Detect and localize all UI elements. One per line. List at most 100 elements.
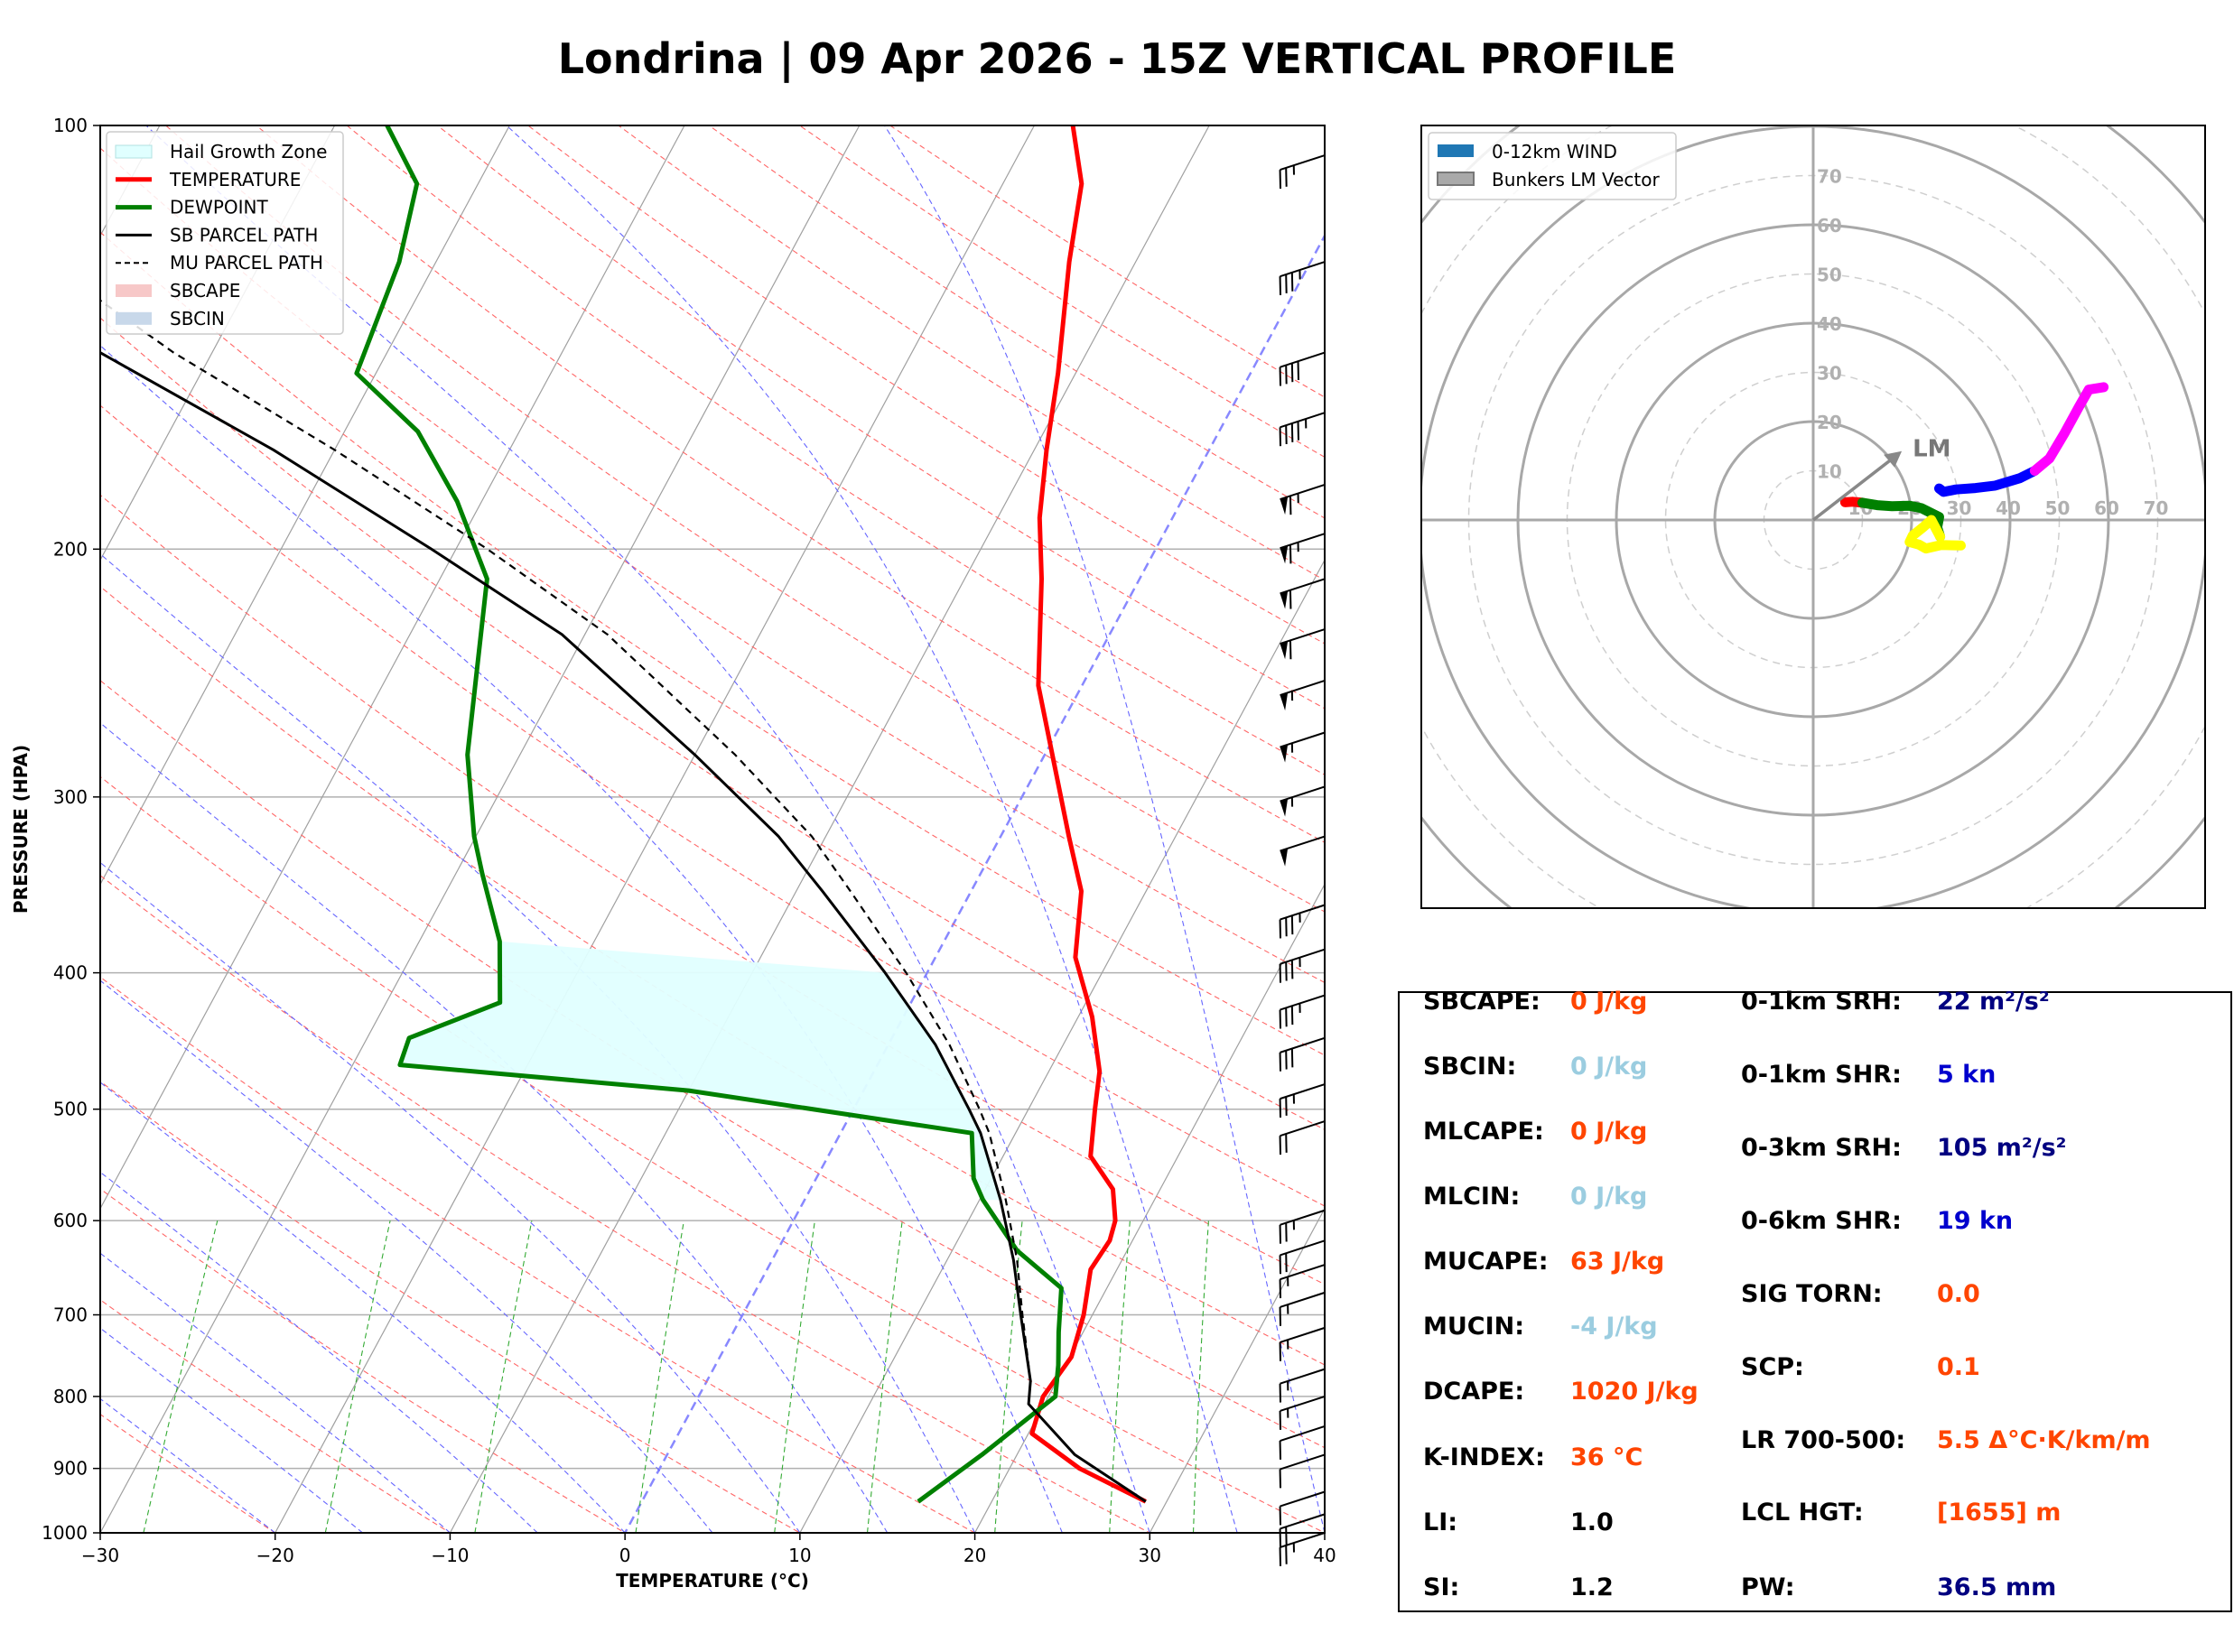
moist-adiabat <box>100 1397 276 1533</box>
hodo-ring-label-h: 10 <box>1848 497 1874 519</box>
hodo-ring-label-h: 60 <box>2094 497 2119 519</box>
param-label-left-3: MLCIN: <box>1423 1183 1521 1211</box>
wind-barb <box>1279 1209 1326 1244</box>
param-label-left-9: SI: <box>1423 1573 1460 1601</box>
moist-adiabat <box>884 125 1325 1533</box>
parameters-panel: SBCAPE: 0 J/kg SBCIN: 0 J/kg MLCAPE: 0 J/kg ML… <box>1398 988 2232 1612</box>
wind-barb <box>1279 1291 1326 1326</box>
x-tick-label: 0 <box>619 1545 631 1566</box>
chart-title: Londrina | 09 Apr 2026 - 15Z VERTICAL PR… <box>557 34 1677 83</box>
isotherm-gridline <box>1149 1207 1325 1533</box>
moist-adiabat <box>100 1252 451 1533</box>
dry-adiabat <box>100 875 1151 1533</box>
dry-adiabat <box>100 231 1325 1056</box>
isotherm-gridline <box>449 125 1210 1533</box>
wind-barb <box>1279 1264 1326 1299</box>
param-value-left-0: 0 J/kg <box>1570 988 1648 1016</box>
moist-adiabat <box>100 1171 538 1533</box>
isotherm-gridline <box>275 125 1036 1533</box>
hodo-ring-label-v: 30 <box>1817 363 1842 385</box>
dry-adiabat <box>100 494 1325 1285</box>
dry-adiabat <box>165 125 1325 913</box>
param-label-right-0: 0-1km SRH: <box>1741 988 1902 1016</box>
moist-adiabat <box>145 125 1150 1533</box>
param-value-left-6: 1020 J/kg <box>1570 1378 1699 1406</box>
dry-adiabat <box>100 1299 451 1533</box>
x-tick-label: 20 <box>963 1545 986 1566</box>
wind-barb <box>1280 628 1326 660</box>
wind-barb <box>1280 578 1326 609</box>
wind-barb <box>1279 994 1326 1029</box>
hodograph-legend-box <box>1428 132 1677 200</box>
mixing-ratio-line <box>774 1220 815 1533</box>
param-value-left-5: -4 J/kg <box>1570 1313 1658 1341</box>
y-tick-label: 700 <box>53 1304 88 1326</box>
wind-barb <box>1279 154 1326 190</box>
mixing-ratio-line <box>1109 1220 1131 1533</box>
x-tick-label: −10 <box>431 1545 469 1566</box>
hodo-ring-label-v: 40 <box>1817 313 1842 335</box>
lm-label: LM <box>1913 436 1950 463</box>
temperature-line <box>1029 125 1147 1504</box>
hodo-ring-label-h: 40 <box>1996 497 2021 519</box>
param-value-right-1: 5 kn <box>1937 1061 1997 1089</box>
param-value-left-3: 0 J/kg <box>1570 1183 1648 1211</box>
wind-barb <box>1279 1395 1326 1430</box>
isotherm-gridline <box>100 125 685 1211</box>
legend-lm-label: Bunkers LM Vector <box>1492 169 1661 190</box>
wind-barb <box>1279 1490 1326 1526</box>
legend-hail-zone-label: Hail Growth Zone <box>170 141 327 162</box>
hodograph-ring <box>1421 125 2205 908</box>
dry-adiabat <box>100 1081 802 1533</box>
y-tick-label: 200 <box>53 538 88 560</box>
moist-adiabat <box>100 722 889 1533</box>
legend-sbcape-swatch <box>116 284 152 297</box>
hodograph-ring <box>1763 469 1864 571</box>
mixing-ratio-line <box>866 1220 903 1533</box>
y-tick-label: 400 <box>53 962 88 984</box>
hodograph-frame <box>1420 125 2206 909</box>
hodo-ring-label-h: 50 <box>2045 497 2071 519</box>
wind-barb <box>1279 261 1326 296</box>
wind-barb <box>1280 835 1326 867</box>
dewpoint-line <box>354 125 1064 1504</box>
hodograph-segment <box>1934 466 2040 497</box>
skewt-legend-box <box>106 131 344 335</box>
hodograph-ring <box>1421 125 2205 908</box>
wind-barb <box>1280 484 1326 515</box>
moist-adiabat <box>506 125 1238 1533</box>
dry-adiabat <box>799 125 1325 458</box>
param-value-right-3: 19 kn <box>1937 1207 2014 1235</box>
x-tick-label: −20 <box>256 1545 294 1566</box>
wind-barb <box>1279 1513 1326 1548</box>
hodo-ring-label-v: 20 <box>1817 412 1842 433</box>
legend-sbcin-label: SBCIN <box>170 308 225 329</box>
dry-adiabat <box>618 125 1325 581</box>
param-value-right-4: 0.0 <box>1937 1280 1980 1308</box>
hodo-ring-label-h: 30 <box>1947 497 1972 519</box>
wind-barb <box>1280 533 1326 564</box>
param-label-right-1: 0-1km SHR: <box>1741 1061 1902 1089</box>
legend-sb-parcel-label: SB PARCEL PATH <box>170 224 318 246</box>
hail-growth-zone-fill <box>399 941 1001 1201</box>
param-label-left-7: K-INDEX: <box>1423 1443 1545 1471</box>
mu-parcel-line <box>100 299 1147 1503</box>
dry-adiabat <box>100 976 976 1533</box>
param-label-right-4: SIG TORN: <box>1741 1280 1883 1308</box>
wind-barb <box>1279 351 1326 386</box>
wind-barb <box>1279 1120 1326 1155</box>
isotherm-gridline <box>799 559 1325 1533</box>
param-value-right-6: 5.5 Δ°C·K/km/m <box>1937 1426 2151 1454</box>
dry-adiabat <box>346 125 1325 775</box>
x-tick-label: 40 <box>1313 1545 1336 1566</box>
wind-barb <box>1279 412 1326 447</box>
param-label-left-6: DCAPE: <box>1423 1378 1525 1406</box>
hodograph-ring <box>1516 223 2110 817</box>
param-label-left-4: MUCAPE: <box>1423 1248 1549 1276</box>
dry-adiabat <box>100 1414 276 1533</box>
hodograph-ring <box>1615 321 2012 719</box>
y-axis-label: PRESSURE (HPA) <box>10 745 32 914</box>
param-value-right-0: 22 m²/s² <box>1937 988 2050 1016</box>
x-tick-label: 30 <box>1139 1545 1161 1566</box>
